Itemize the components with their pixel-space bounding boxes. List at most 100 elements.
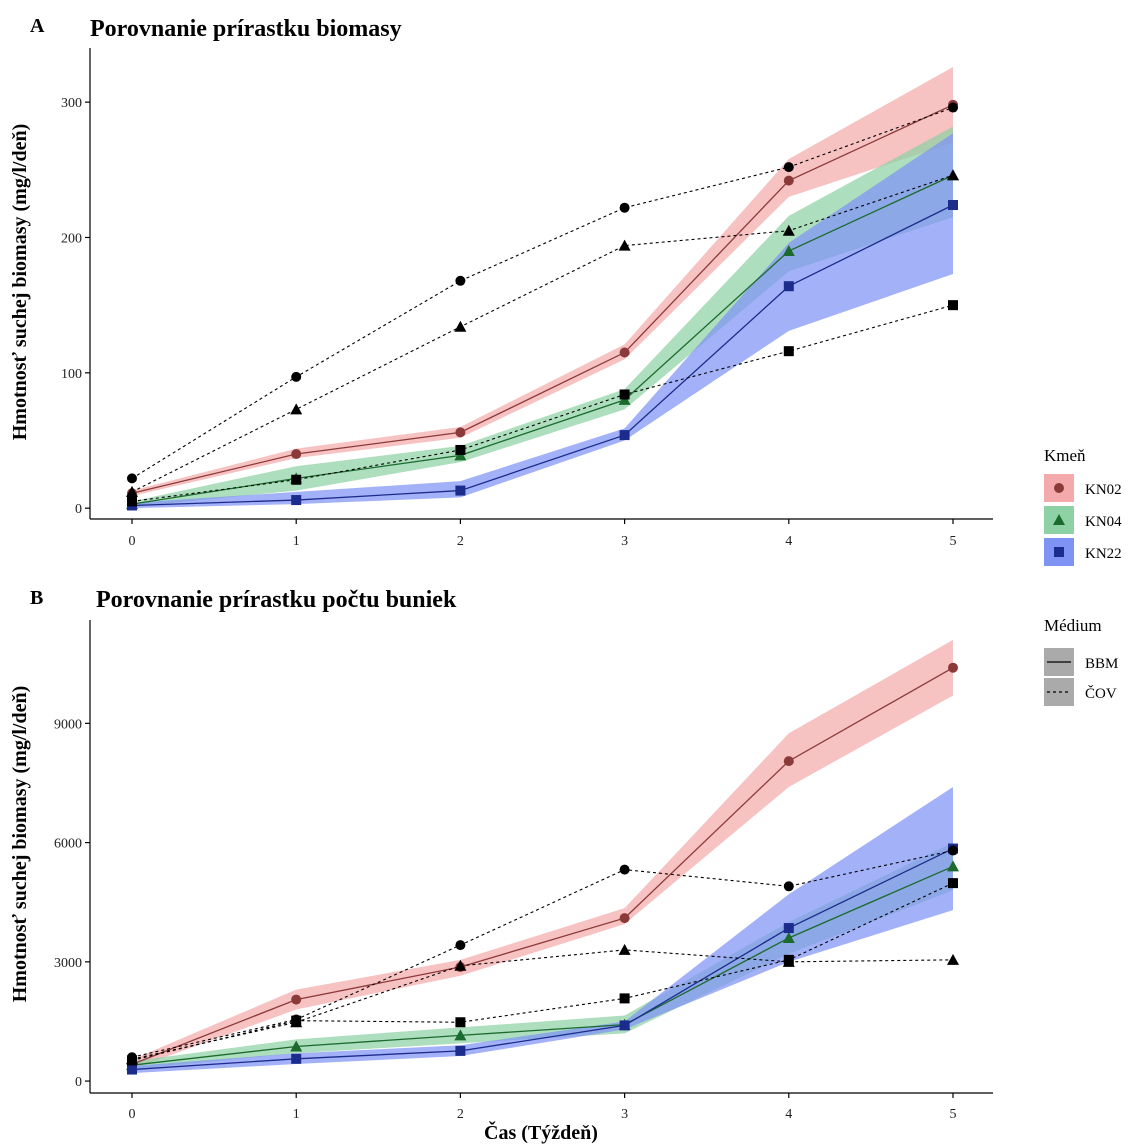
series-line-kn22-bbm [131,204,954,507]
data-point-kn22-cov [127,496,137,507]
data-point-kn22-bbm [619,430,630,441]
series-line-kn04-bbm [131,865,954,1066]
series-line-kn04-cov [131,949,954,1060]
data-point-kn02-bbm [291,994,302,1005]
data-point-kn02-cov [948,102,958,113]
ribbon-kn02 [132,639,953,1070]
x-tick-label: 3 [621,1107,628,1122]
y-tick-label: 9000 [54,717,82,732]
panel-b: B Porovnanie prírastku počtu buniek 0 300… [9,587,993,1144]
data-point-kn04-cov [947,953,959,965]
y-tick-label: 300 [61,96,82,111]
data-point-kn02-bbm [619,913,630,924]
series-line-kn02-bbm [131,104,954,494]
panel-letter-b: B [30,587,43,609]
legend: Kmeň KN02 KN04 KN22 Médium BBM ČOV [1044,446,1122,706]
data-point-kn02-cov [455,940,466,951]
y-tick-label: 0 [75,1075,82,1090]
legend-title-strain: Kmeň [1044,446,1086,465]
legend-label-bbm: BBM [1085,656,1118,672]
data-point-kn02-bbm [291,449,302,460]
data-point-kn22-cov [783,346,794,357]
ribbon-kn04 [132,842,953,1070]
data-point-kn02-cov [619,864,630,875]
data-point-kn22-cov [291,1015,302,1026]
data-point-kn22-bbm [783,281,794,292]
data-point-kn04-cov [454,959,467,971]
data-point-kn04-cov [290,403,303,415]
data-point-kn22-cov [948,878,958,889]
data-point-kn22-bbm [455,485,466,496]
series-line-kn04-cov [131,174,954,493]
data-point-kn04-cov [454,320,467,332]
legend-label-cov: ČOV [1085,685,1117,702]
data-point-kn22-cov [127,1055,137,1066]
chart-title: Porovnanie prírastku biomasy [90,16,402,42]
data-point-kn04-cov [126,485,138,497]
data-point-kn02-bbm [455,427,466,438]
x-tick-label: 5 [950,1107,957,1122]
legend-marker-kn04 [1053,514,1065,525]
legend-marker-kn22 [1054,547,1064,557]
data-point-kn22-bbm [948,200,958,210]
x-tick-label: 0 [129,1107,136,1122]
x-tick-label: 5 [950,534,957,549]
data-point-kn02-bbm [619,347,630,358]
data-point-kn02-cov [455,275,466,286]
x-tick-label: 2 [457,534,464,549]
y-tick-label: 0 [75,502,82,517]
data-point-kn22-bbm [127,1064,137,1075]
chart-title: Porovnanie prírastku počtu buniek [96,587,457,613]
y-axis-label: Hmotnosť suchej biomasy (mg/l/deň) [9,686,31,1003]
data-point-kn22-cov [783,954,794,965]
data-point-kn04-cov [782,224,795,236]
series-line-kn04-bbm [131,174,954,505]
data-point-kn02-cov [948,845,958,856]
plot-area: 0 100 200 300 0 1 2 3 4 5 [61,48,993,549]
data-point-kn22-cov [455,1017,466,1028]
legend-strain-items: KN02 KN04 KN22 [1044,474,1122,566]
x-tick-label: 4 [785,534,792,549]
data-point-kn04-bbm [947,860,959,872]
legend-label-kn04: KN04 [1085,514,1122,530]
data-point-kn22-bbm [291,1053,302,1064]
ribbon-kn04 [132,126,953,507]
data-point-kn04-cov [618,943,631,955]
series-line-kn22-cov [131,882,954,1061]
y-tick-label: 3000 [54,956,82,971]
data-point-kn02-bbm [948,662,958,673]
legend-title-medium: Médium [1044,616,1102,635]
data-point-kn22-bbm [291,495,302,506]
panel-letter-a: A [30,15,45,37]
legend-label-kn02: KN02 [1085,482,1122,498]
data-point-kn22-bbm [455,1045,466,1056]
data-point-kn02-cov [127,473,137,484]
data-point-kn22-cov [455,444,466,455]
data-point-kn22-bbm [783,923,794,934]
x-tick-label: 3 [621,534,628,549]
data-point-kn22-cov [948,300,958,311]
series-line-kn22-bbm [131,847,954,1071]
series-line-kn02-bbm [131,667,954,1065]
y-tick-label: 6000 [54,837,82,852]
x-tick-label: 0 [129,534,136,549]
data-point-kn22-cov [619,389,630,400]
data-point-kn04-bbm [782,245,795,257]
data-point-kn22-bbm [619,1020,630,1031]
data-point-kn22-cov [291,474,302,485]
data-point-kn02-cov [619,202,630,213]
series-line-kn22-cov [131,304,954,502]
x-tick-label: 4 [785,1107,792,1122]
ribbon-kn22 [132,133,953,509]
data-point-kn02-bbm [783,175,794,186]
y-tick-label: 100 [61,367,82,382]
x-tick-label: 1 [293,534,300,549]
data-point-kn04-bbm [454,1029,467,1041]
data-point-kn02-bbm [783,756,794,767]
legend-marker-kn02 [1054,483,1064,493]
x-axis-label: Čas (Týždeň) [484,1120,598,1144]
data-point-kn04-cov [947,169,959,181]
plot-area: 0 3000 6000 9000 0 1 2 3 4 5 [54,620,993,1122]
data-point-kn22-cov [619,993,630,1004]
